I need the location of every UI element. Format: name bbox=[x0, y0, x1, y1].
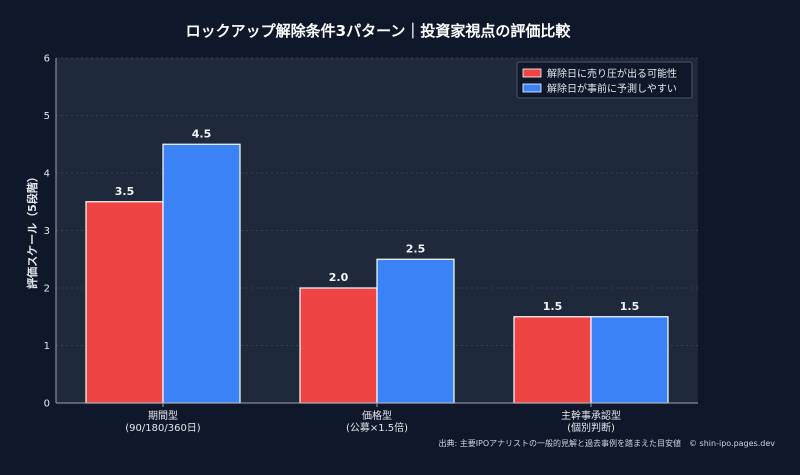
axes: 0 1 2 3 4 5 6 期間型(90/180/360日) 価格型(公募×1.5倍) 主幹事承認… bbox=[44, 54, 698, 434]
data-label: 3.5 bbox=[115, 185, 135, 198]
chart-title: ロックアップ解除条件3パターン｜投資家視点の評価比較 bbox=[186, 22, 572, 40]
y-tick-label: 3 bbox=[44, 226, 50, 237]
legend-label: 解除日に売り圧が出る可能性 bbox=[547, 67, 677, 80]
bar bbox=[299, 287, 378, 404]
legend-swatch bbox=[522, 83, 542, 93]
legend-label: 解除日が事前に予測しやすい bbox=[547, 82, 677, 95]
x-tick-label: 主幹事承認型 bbox=[561, 409, 621, 422]
bar bbox=[590, 316, 669, 404]
y-axis-label: 評価スケール（5段階） bbox=[25, 171, 39, 289]
data-label: 4.5 bbox=[192, 127, 212, 140]
legend-swatch bbox=[522, 68, 542, 78]
bar bbox=[513, 316, 592, 404]
legend-box bbox=[516, 61, 693, 99]
x-tick-label: (個別判断) bbox=[567, 421, 615, 434]
y-tick-label: 1 bbox=[44, 341, 50, 352]
y-tick-label: 2 bbox=[44, 284, 50, 295]
data-label: 1.5 bbox=[543, 300, 563, 313]
bar bbox=[85, 201, 164, 404]
y-tick-label: 4 bbox=[44, 169, 50, 180]
bar bbox=[376, 258, 455, 404]
x-tick-label: (90/180/360日) bbox=[125, 423, 201, 434]
y-tick-label: 6 bbox=[44, 54, 50, 65]
bars: 3.5 4.5 2.0 2.5 1.5 1.5 bbox=[85, 127, 669, 404]
y-tick-label: 0 bbox=[44, 399, 50, 410]
x-tick-label: 期間型 bbox=[148, 409, 178, 422]
bar bbox=[162, 143, 241, 404]
source-note: 出典: 主要IPOアナリストの一般的見解と過去事例を踏まえた目安値 © shin… bbox=[438, 438, 775, 448]
data-label: 1.5 bbox=[620, 300, 640, 313]
y-tick-label: 5 bbox=[44, 111, 50, 122]
data-label: 2.0 bbox=[329, 271, 349, 284]
x-tick-label: (公募×1.5倍) bbox=[346, 421, 408, 434]
x-tick-label: 価格型 bbox=[362, 409, 392, 422]
data-label: 2.5 bbox=[406, 242, 426, 255]
